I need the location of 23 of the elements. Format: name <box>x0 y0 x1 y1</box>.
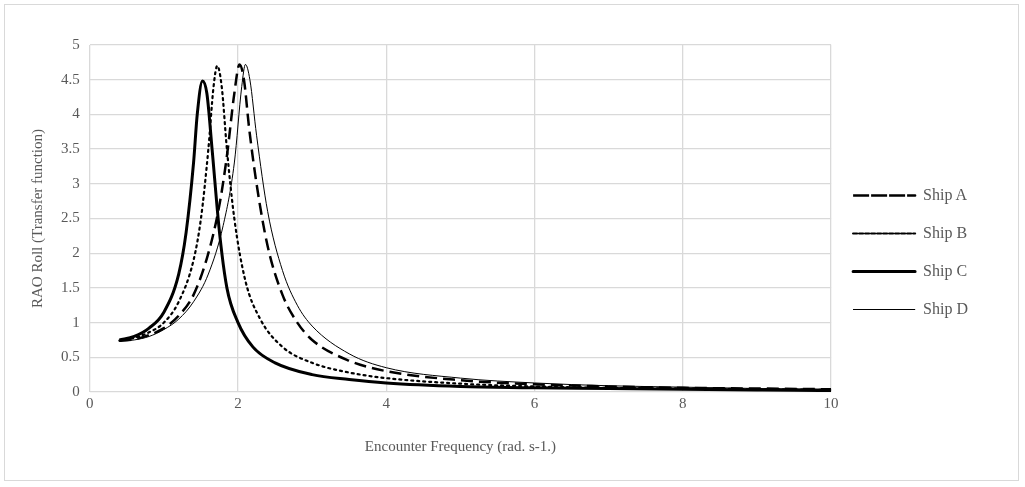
legend-label: Ship C <box>923 261 968 280</box>
x-tick-label: 0 <box>86 394 94 411</box>
y-tick-label: 2.5 <box>61 209 80 226</box>
y-tick-label: 5 <box>72 35 80 52</box>
y-tick-label: 1.5 <box>61 278 80 295</box>
y-tick-label: 0 <box>72 382 80 399</box>
legend-label: Ship B <box>923 223 968 242</box>
x-tick-label: 4 <box>382 394 391 411</box>
y-tick-label: 0.5 <box>61 348 80 365</box>
x-tick-label: 10 <box>823 394 839 411</box>
y-tick-label: 4 <box>72 105 81 122</box>
y-tick-label: 3.5 <box>61 140 80 157</box>
x-tick-label: 2 <box>234 394 242 411</box>
legend-label: Ship D <box>923 299 969 318</box>
y-tick-label: 2 <box>72 244 80 261</box>
x-tick-label: 8 <box>679 394 687 411</box>
y-axis-title: RAO Roll (Transfer function) <box>28 128 46 309</box>
x-axis-title: Encounter Frequency (rad. s-1.) <box>364 437 557 455</box>
y-tick-label: 4.5 <box>61 70 80 87</box>
x-tick-label: 6 <box>530 394 539 411</box>
y-tick-label: 1 <box>72 313 80 330</box>
legend-label: Ship A <box>923 185 968 204</box>
y-tick-label: 3 <box>72 174 80 191</box>
